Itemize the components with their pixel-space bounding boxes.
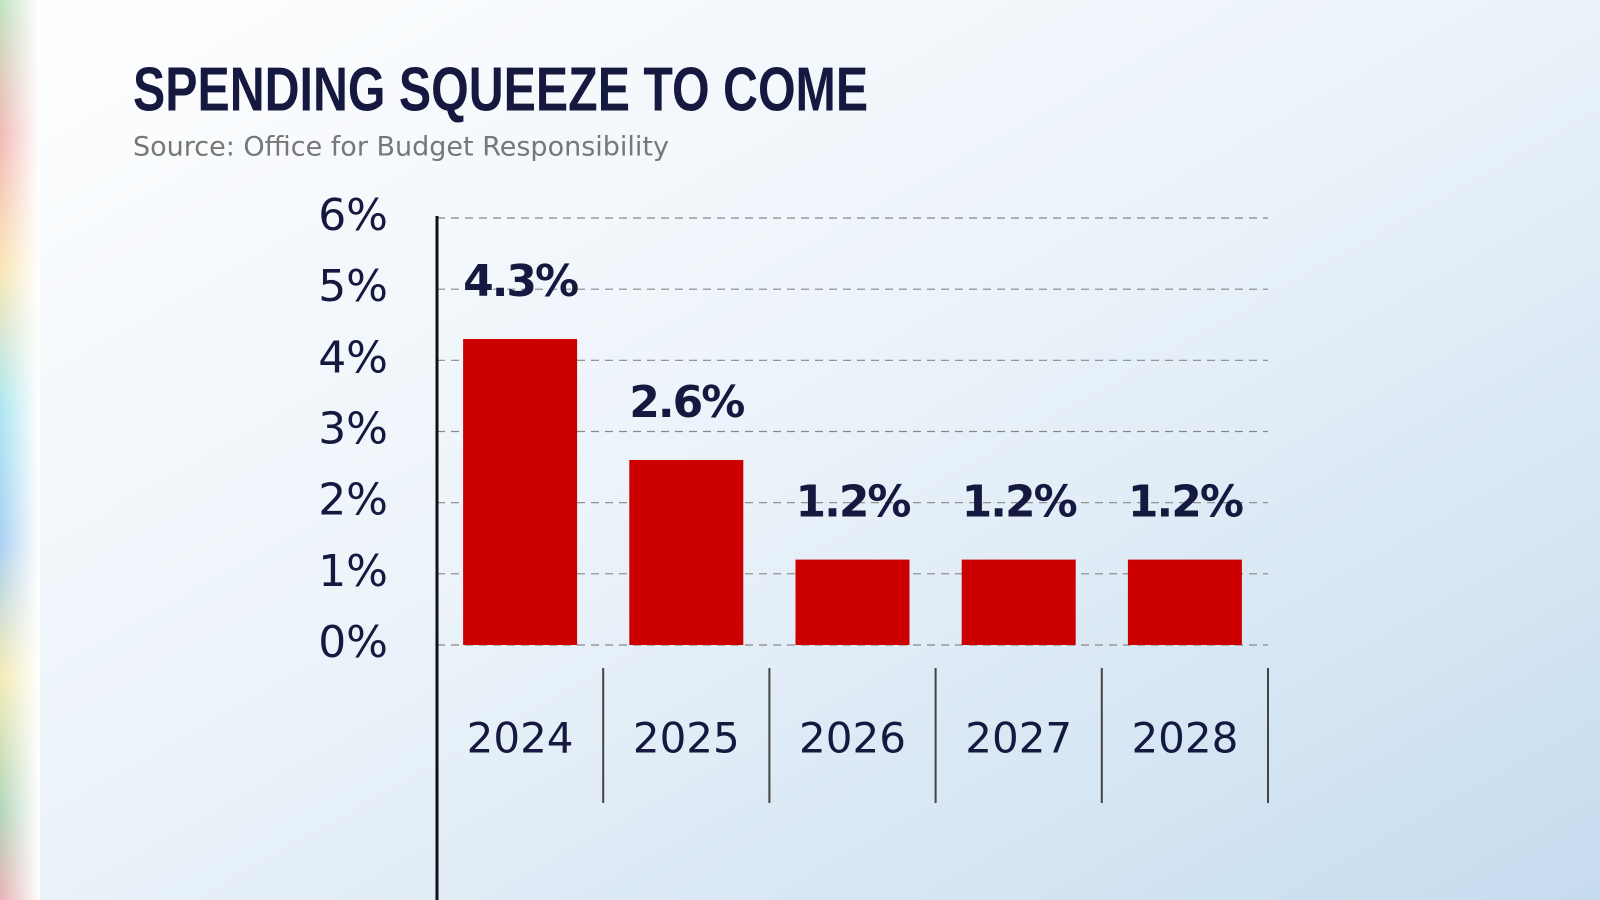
x-tick-label: 2028 — [1131, 714, 1238, 763]
data-label: 1.2% — [962, 477, 1077, 528]
bar — [463, 338, 578, 645]
data-label: 4.3% — [463, 256, 578, 307]
y-tick-label: 6% — [318, 190, 388, 241]
x-tick-label: 2026 — [799, 714, 906, 763]
data-label: 1.2% — [1128, 477, 1243, 528]
chart-subtitle: Source: Office for Budget Responsibility — [133, 132, 669, 163]
bar — [795, 559, 910, 645]
bar — [629, 459, 744, 645]
bar — [961, 559, 1076, 645]
x-tick-label: 2025 — [633, 714, 740, 763]
y-tick-label: 0% — [318, 617, 388, 668]
y-tick-label: 3% — [318, 404, 388, 455]
y-tick-label: 5% — [318, 261, 388, 312]
data-label: 2.6% — [629, 377, 744, 428]
x-tick-label: 2027 — [965, 714, 1072, 763]
x-tick-label: 2024 — [467, 714, 574, 763]
y-tick-label: 4% — [318, 332, 388, 383]
data-label: 1.2% — [795, 477, 910, 528]
y-tick-label: 2% — [318, 475, 388, 526]
edge-fade — [0, 0, 40, 900]
bar — [1127, 559, 1242, 645]
chart-title: SPENDING SQUEEZE TO COME — [133, 55, 868, 124]
y-tick-label: 1% — [318, 546, 388, 597]
